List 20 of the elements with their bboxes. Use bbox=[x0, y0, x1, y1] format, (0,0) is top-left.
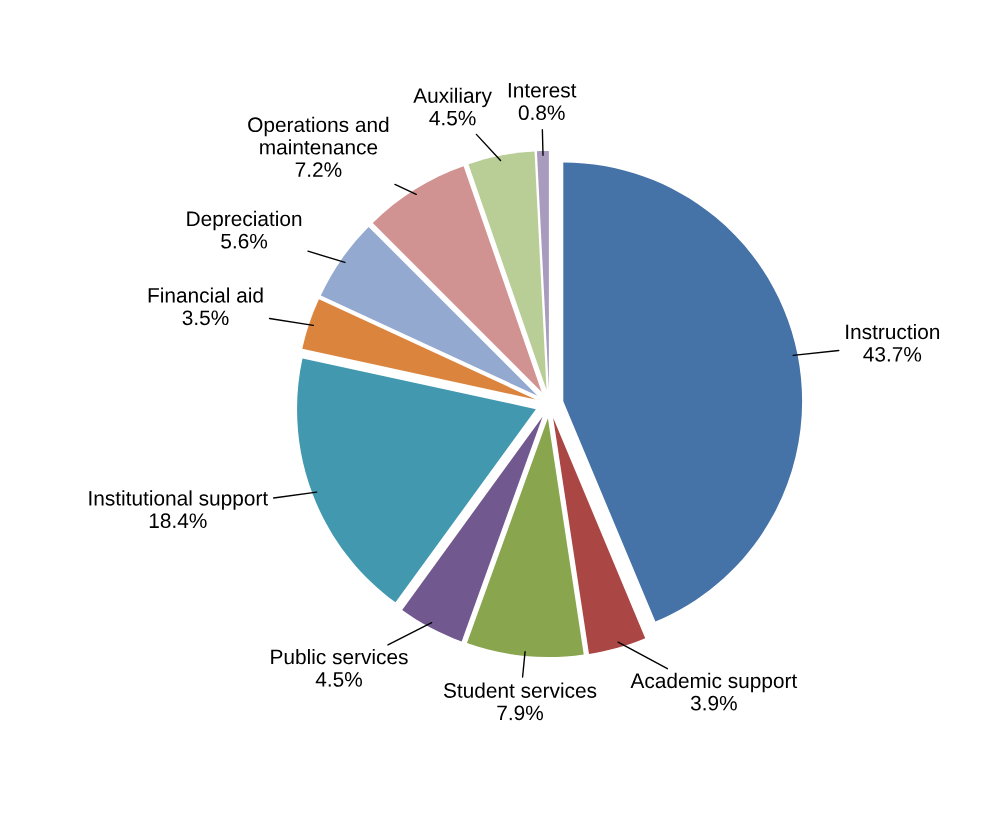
data-label: 4.5% bbox=[315, 672, 362, 687]
slice-label: Instruction bbox=[846, 323, 940, 340]
data-label: 4.5% bbox=[429, 110, 476, 126]
slice-label: Interest bbox=[508, 83, 577, 98]
data-label: 18.4% bbox=[149, 513, 207, 529]
slice-label: Auxiliary bbox=[413, 87, 492, 108]
slice-label: Institutional support bbox=[89, 490, 268, 510]
data-label: 7.9% bbox=[497, 705, 544, 721]
slice-label: Public services bbox=[271, 649, 408, 665]
slice-label: Financial aid bbox=[148, 287, 263, 303]
slice-label: Academic support bbox=[630, 672, 798, 693]
data-label: 43.7% bbox=[863, 346, 922, 362]
data-label: 7.2% bbox=[295, 162, 342, 177]
slice-label: Student services bbox=[443, 682, 597, 698]
slice-label: Operations and maintenance bbox=[248, 116, 389, 155]
data-label: 3.5% bbox=[182, 310, 229, 326]
data-label: 3.9% bbox=[690, 695, 737, 711]
data-label: 0.8% bbox=[518, 105, 565, 121]
data-label: 5.6% bbox=[221, 233, 268, 249]
slice-label: Depreciation bbox=[187, 210, 302, 231]
